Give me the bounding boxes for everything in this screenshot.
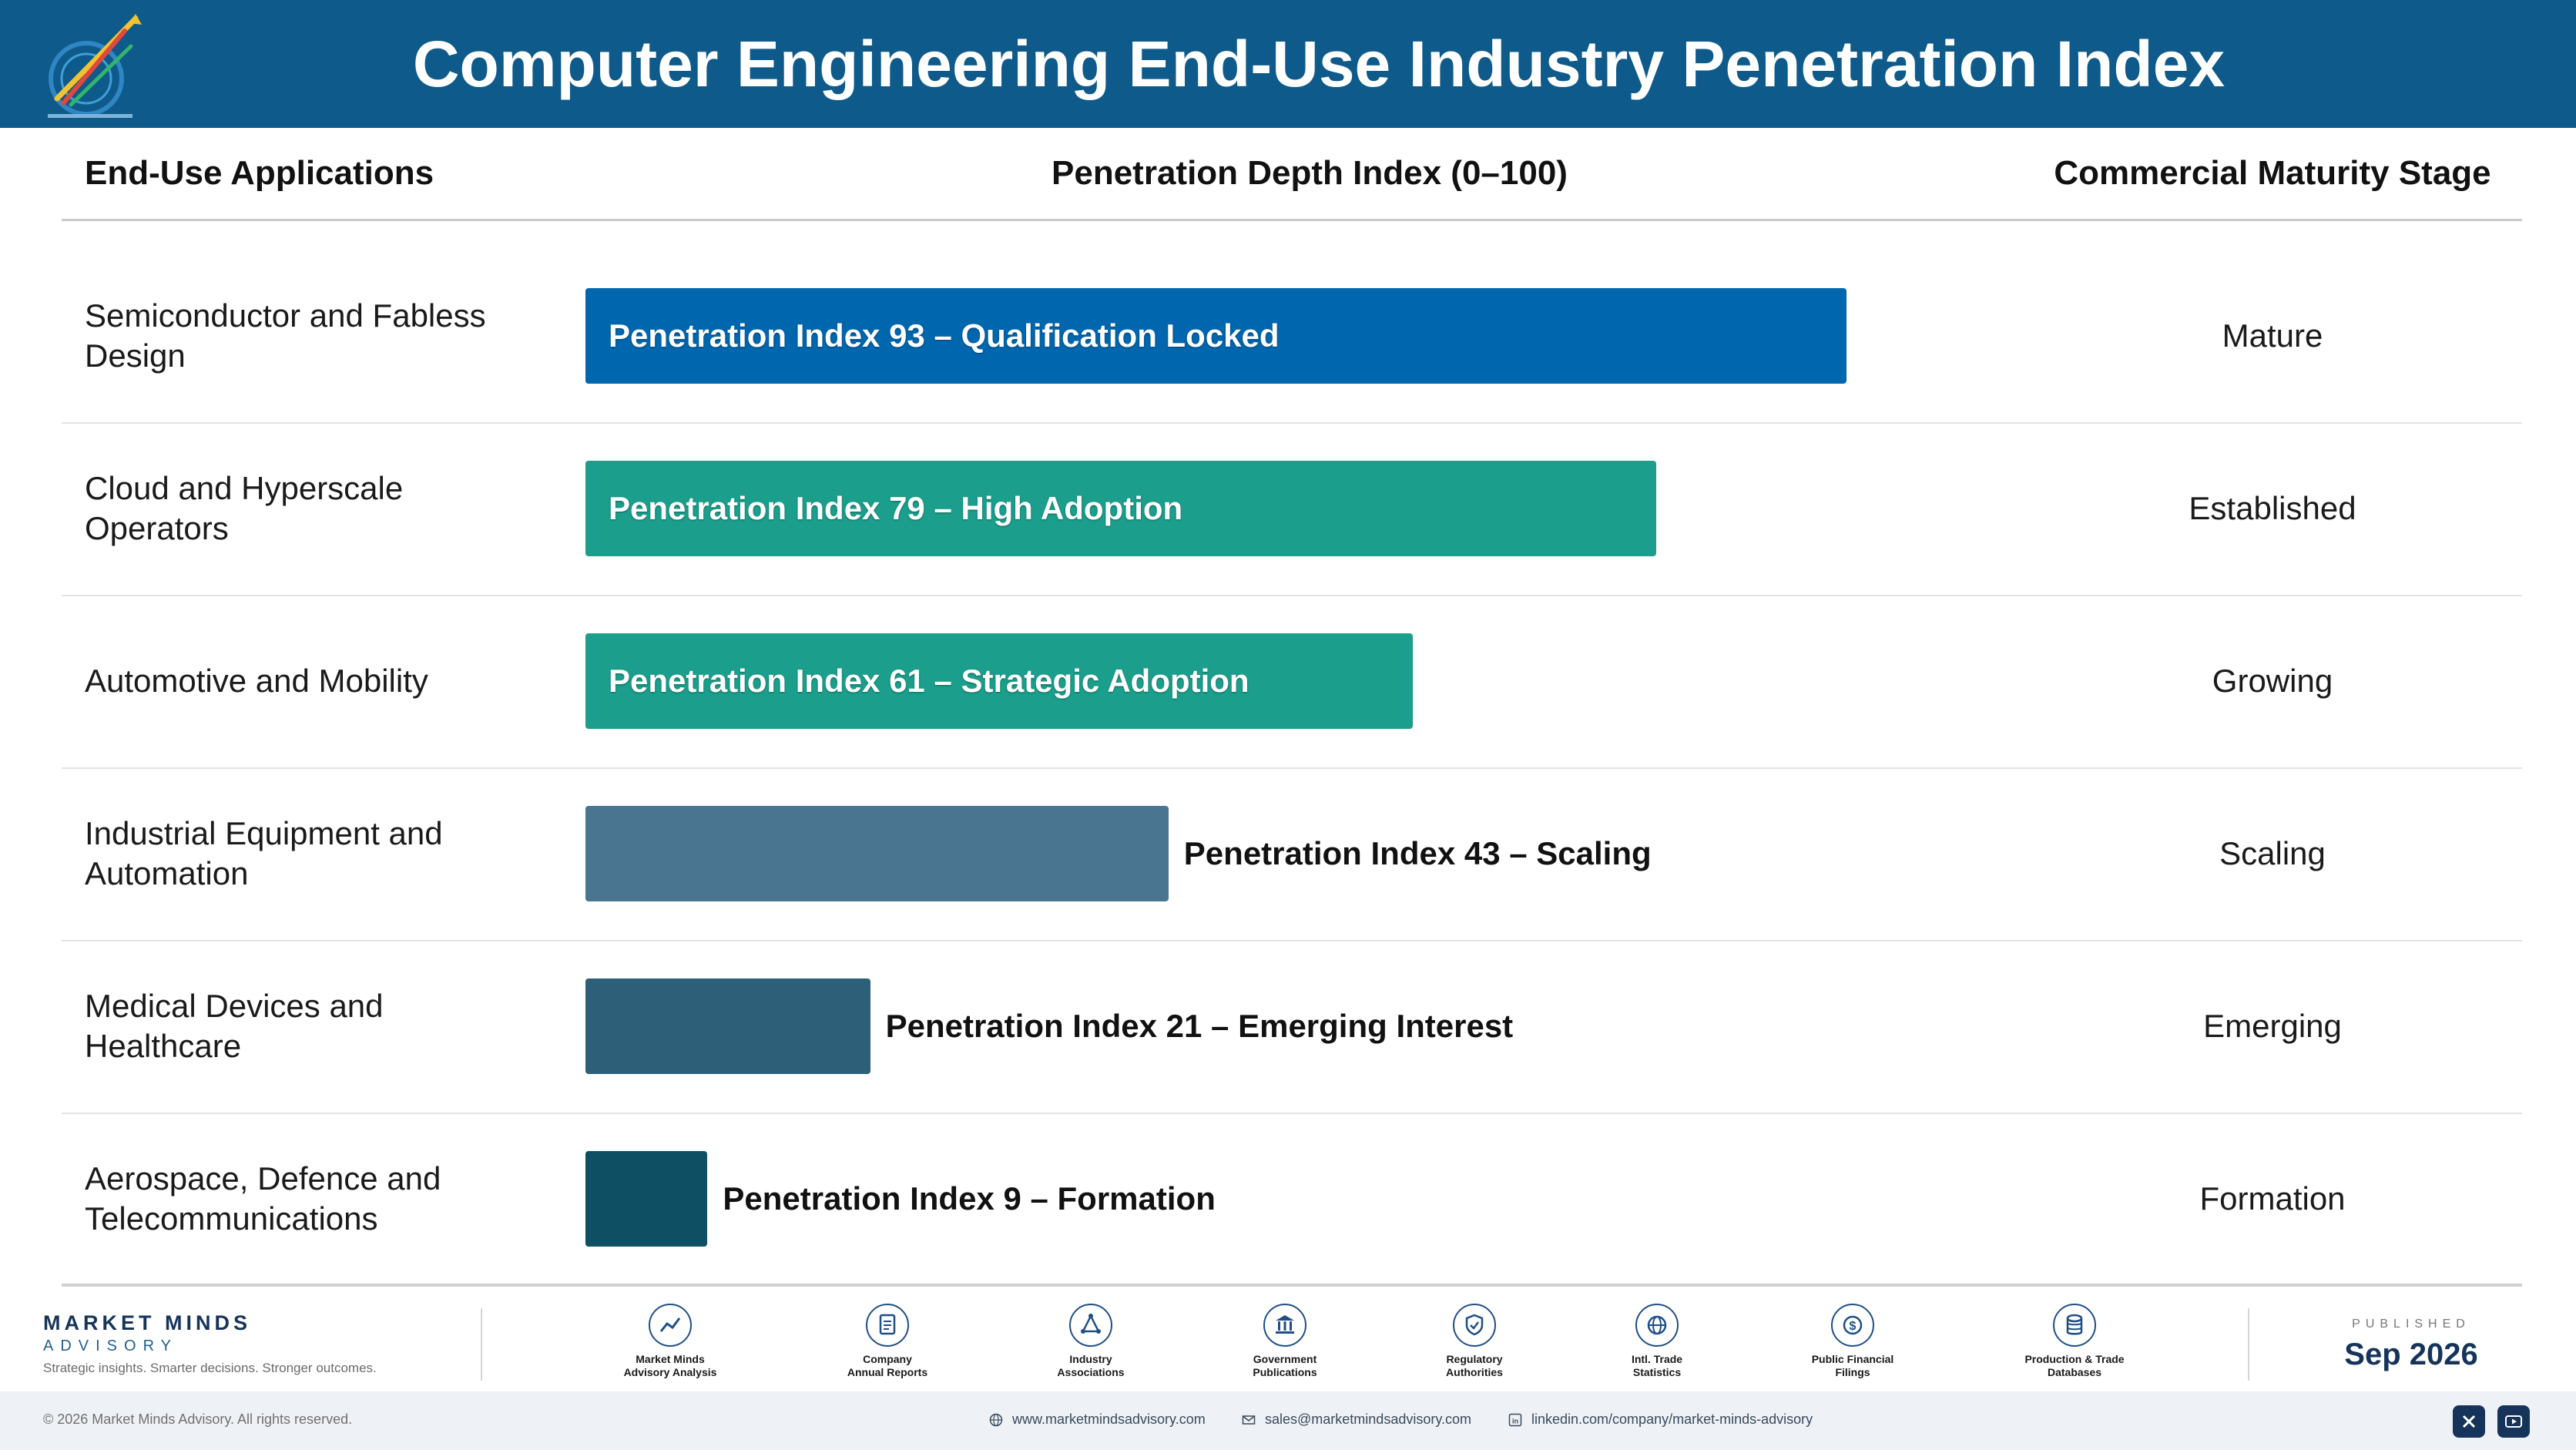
source-label: Regulatory Authorities: [1446, 1353, 1503, 1378]
maturity-stage: Formation: [2199, 1180, 2346, 1217]
bar-value-label: Penetration Index 43 – Scaling: [1183, 835, 1652, 871]
linkedin-text: linkedin.com/company/market-minds-adviso…: [1531, 1411, 1813, 1427]
footer-divider-left: [481, 1308, 482, 1381]
maturity-stage: Scaling: [2219, 835, 2326, 871]
source-label: Industry Associations: [1057, 1353, 1125, 1378]
email-link[interactable]: sales@marketmindsadvisory.com: [1242, 1411, 1471, 1428]
brand-subtitle: ADVISORY: [43, 1338, 178, 1354]
source-item: Market Minds Advisory Analysis: [582, 1304, 759, 1379]
penetration-bar: [585, 978, 870, 1074]
column-header-applications: End-Use Applications: [85, 154, 434, 192]
network-icon: [1069, 1304, 1112, 1347]
source-item: Intl. Trade Statistics: [1568, 1304, 1746, 1379]
header-divider: [62, 219, 2522, 221]
source-item: Government Publications: [1196, 1304, 1374, 1379]
linkedin-icon: in: [1508, 1413, 1522, 1426]
row-divider: [62, 595, 2522, 596]
svg-text:in: in: [1512, 1417, 1518, 1425]
government-building-icon: [1263, 1304, 1306, 1347]
bar-value-label: Penetration Index 21 – Emerging Interest: [885, 1008, 1514, 1044]
application-label: Cloud and Hyperscale Operators: [85, 470, 404, 546]
penetration-bar: [585, 288, 1846, 384]
page-title: Computer Engineering End-Use Industry Pe…: [412, 27, 2225, 100]
penetration-bar: [585, 1151, 708, 1247]
bar-value-label: Penetration Index 79 – High Adoption: [609, 490, 1183, 526]
application-label: Semiconductor and Fabless Design: [85, 297, 486, 374]
svg-text:$: $: [1850, 1320, 1857, 1333]
source-label: Intl. Trade Statistics: [1631, 1353, 1683, 1378]
source-label: Government Publications: [1253, 1353, 1317, 1378]
penetration-bar: [585, 806, 1169, 901]
website-link[interactable]: www.marketmindsadvisory.com: [989, 1411, 1206, 1428]
penetration-bar: [585, 461, 1657, 556]
source-label: Public Financial Filings: [1811, 1353, 1894, 1378]
bar-value-label: Penetration Index 61 – Strategic Adoptio…: [609, 663, 1249, 699]
mail-icon: [1242, 1415, 1256, 1425]
bar-value-label: Penetration Index 9 – Formation: [723, 1180, 1216, 1217]
company-logo-icon: [48, 14, 142, 118]
maturity-stage: Established: [2189, 490, 2356, 526]
email-text: sales@marketmindsadvisory.com: [1265, 1411, 1472, 1427]
application-label: Aerospace, Defence and Telecommunication…: [85, 1160, 441, 1237]
footer: MARKET MINDS ADVISORY Strategic insights…: [0, 1288, 2576, 1388]
globe-icon: [1635, 1304, 1679, 1347]
application-label: Industrial Equipment and Automation: [85, 815, 443, 891]
maturity-stage: Growing: [2212, 663, 2333, 699]
linkedin-link[interactable]: in linkedin.com/company/market-minds-adv…: [1508, 1411, 1813, 1428]
trend-chart-icon: [649, 1304, 692, 1347]
published-date: Sep 2026: [2344, 1338, 2478, 1371]
source-label: Market Minds Advisory Analysis: [623, 1353, 717, 1378]
published-label: PUBLISHED: [2352, 1317, 2470, 1331]
source-item: Production & Trade Databases: [1986, 1304, 2163, 1379]
brand-tagline: Strategic insights. Smarter decisions. S…: [43, 1361, 377, 1375]
globe-icon: [989, 1413, 1003, 1426]
document-icon: [866, 1304, 909, 1347]
maturity-stage: Emerging: [2203, 1008, 2342, 1044]
database-icon: [2053, 1304, 2096, 1347]
header-banner: Computer Engineering End-Use Industry Pe…: [0, 0, 2576, 128]
footer-divider-right: [2248, 1308, 2249, 1381]
row-divider: [62, 940, 2522, 941]
footer-contact-bar: © 2026 Market Minds Advisory. All rights…: [0, 1391, 2576, 1450]
source-label: Production & Trade Databases: [2024, 1353, 2125, 1378]
penetration-bar: [585, 633, 1413, 729]
source-item: $ Public Financial Filings: [1764, 1304, 1941, 1379]
application-label: Automotive and Mobility: [85, 663, 428, 699]
youtube-social-button[interactable]: [2497, 1405, 2530, 1438]
website-text: www.marketmindsadvisory.com: [1012, 1411, 1206, 1427]
x-icon: [2462, 1415, 2476, 1428]
dollar-coin-icon: $: [1831, 1304, 1874, 1347]
bar-value-label: Penetration Index 93 – Qualification Loc…: [609, 317, 1280, 354]
copyright-text: © 2026 Market Minds Advisory. All rights…: [43, 1411, 353, 1427]
column-header-stage: Commercial Maturity Stage: [2054, 154, 2491, 192]
shield-icon: [1453, 1304, 1496, 1347]
source-item: Company Annual Reports: [799, 1304, 976, 1379]
source-item: Industry Associations: [1002, 1304, 1179, 1379]
row-divider: [62, 422, 2522, 424]
play-icon: [2505, 1415, 2522, 1428]
source-item: Regulatory Authorities: [1386, 1304, 1563, 1379]
row-divider: [62, 1113, 2522, 1114]
row-divider: [62, 767, 2522, 769]
x-social-button[interactable]: [2453, 1405, 2485, 1438]
source-label: Company Annual Reports: [847, 1353, 928, 1378]
column-header-index: Penetration Depth Index (0–100): [1052, 154, 1568, 192]
maturity-stage: Mature: [2222, 317, 2323, 354]
brand-name: MARKET MINDS: [43, 1311, 251, 1334]
application-label: Medical Devices and Healthcare: [85, 988, 384, 1064]
chart-bottom-divider: [62, 1284, 2522, 1287]
